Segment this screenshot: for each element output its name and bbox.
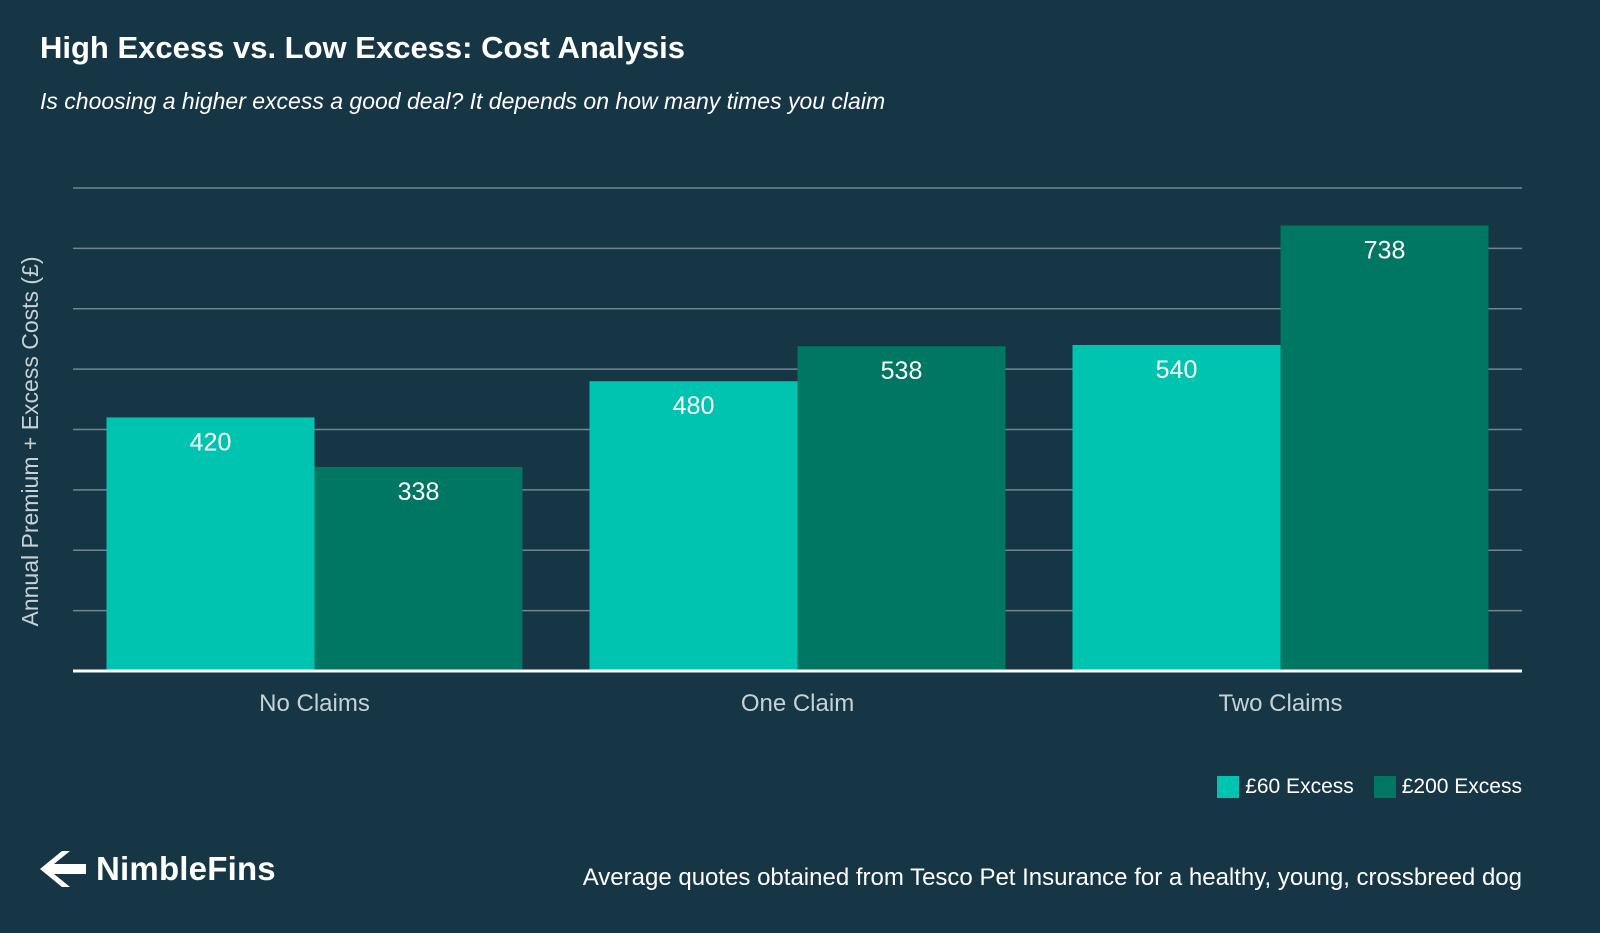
brand-logo: NimbleFins bbox=[40, 850, 276, 888]
data-label: 420 bbox=[190, 428, 232, 456]
bar bbox=[1072, 344, 1281, 671]
legend-item-60-excess: £60 Excess bbox=[1217, 775, 1354, 799]
legend-swatch-200-excess bbox=[1373, 776, 1396, 798]
chart-title: High Excess vs. Low Excess: Cost Analysi… bbox=[40, 30, 685, 65]
bar bbox=[106, 417, 315, 671]
x-tick-label: Two Claims bbox=[1218, 690, 1342, 717]
x-tick-label: One Claim bbox=[741, 690, 854, 717]
data-label: 480 bbox=[673, 392, 715, 420]
brand-name: NimbleFins bbox=[96, 850, 276, 887]
legend-item-200-excess: £200 Excess bbox=[1373, 775, 1522, 799]
legend-label-200-excess: £200 Excess bbox=[1401, 775, 1522, 798]
data-label: 738 bbox=[1364, 236, 1406, 264]
data-label: 338 bbox=[398, 478, 440, 506]
legend-swatch-60-excess bbox=[1217, 776, 1240, 798]
y-axis-title: Annual Premium + Excess Costs (£) bbox=[17, 256, 43, 626]
x-tick-label: No Claims bbox=[259, 690, 370, 717]
data-label: 540 bbox=[1156, 356, 1198, 384]
nimblefins-logo-icon bbox=[40, 851, 86, 887]
chart-legend: £60 Excess £200 Excess bbox=[1217, 775, 1522, 799]
bar bbox=[797, 346, 1006, 671]
bar bbox=[1280, 225, 1489, 671]
chart-subtitle: Is choosing a higher excess a good deal?… bbox=[40, 88, 886, 114]
bar bbox=[589, 381, 798, 671]
legend-label-60-excess: £60 Excess bbox=[1245, 775, 1354, 798]
bar bbox=[314, 466, 523, 671]
bar-chart: 420 338 No Claims 480 538 One Claim 540 738 Two … bbox=[17, 187, 1522, 717]
data-label: 538 bbox=[881, 357, 923, 385]
source-note: Average quotes obtained from Tesco Pet I… bbox=[582, 864, 1522, 891]
